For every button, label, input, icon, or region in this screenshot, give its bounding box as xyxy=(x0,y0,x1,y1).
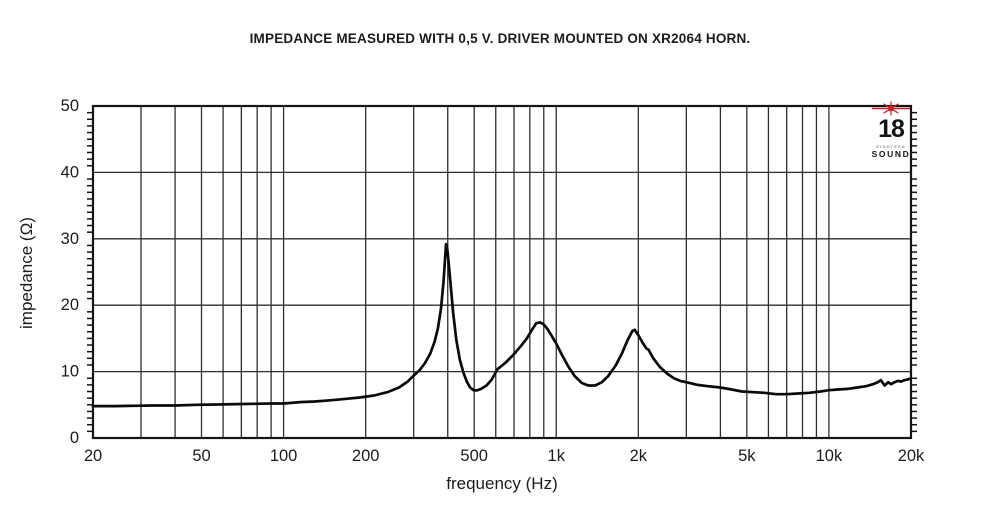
svg-text:10: 10 xyxy=(61,363,79,381)
svg-text:100: 100 xyxy=(270,447,298,465)
y-minor-ticks xyxy=(87,111,917,433)
logo-number: 18 xyxy=(878,115,905,143)
logo-brand-small: EIGHTEEN xyxy=(876,144,906,149)
x-tick-labels: 20 50 100 200 500 1k 2k 5k 10k 20k xyxy=(84,447,925,465)
grid-lines xyxy=(93,106,911,438)
svg-text:20k: 20k xyxy=(898,447,925,465)
svg-text:10k: 10k xyxy=(816,447,843,465)
svg-text:20: 20 xyxy=(84,447,102,465)
svg-text:30: 30 xyxy=(61,230,79,248)
plot-border xyxy=(91,104,913,440)
svg-text:50: 50 xyxy=(192,447,210,465)
logo-star-icon xyxy=(872,101,910,116)
svg-text:5k: 5k xyxy=(738,447,756,465)
y-tick-labels: 0 10 20 30 40 50 xyxy=(61,97,79,447)
svg-text:2k: 2k xyxy=(630,447,648,465)
svg-text:0: 0 xyxy=(70,429,79,447)
svg-text:200: 200 xyxy=(352,447,380,465)
x-axis-title: frequency (Hz) xyxy=(446,474,558,493)
svg-text:40: 40 xyxy=(61,163,79,181)
svg-text:500: 500 xyxy=(460,447,488,465)
svg-text:1k: 1k xyxy=(548,447,566,465)
logo-brand: SOUND xyxy=(871,149,911,159)
impedance-curve xyxy=(91,242,913,408)
svg-text:50: 50 xyxy=(61,97,79,115)
svg-text:20: 20 xyxy=(61,296,79,314)
chart-title: IMPEDANCE MEASURED WITH 0,5 V. DRIVER MO… xyxy=(249,31,751,46)
brand-logo: 18 EIGHTEEN SOUND xyxy=(868,100,914,159)
